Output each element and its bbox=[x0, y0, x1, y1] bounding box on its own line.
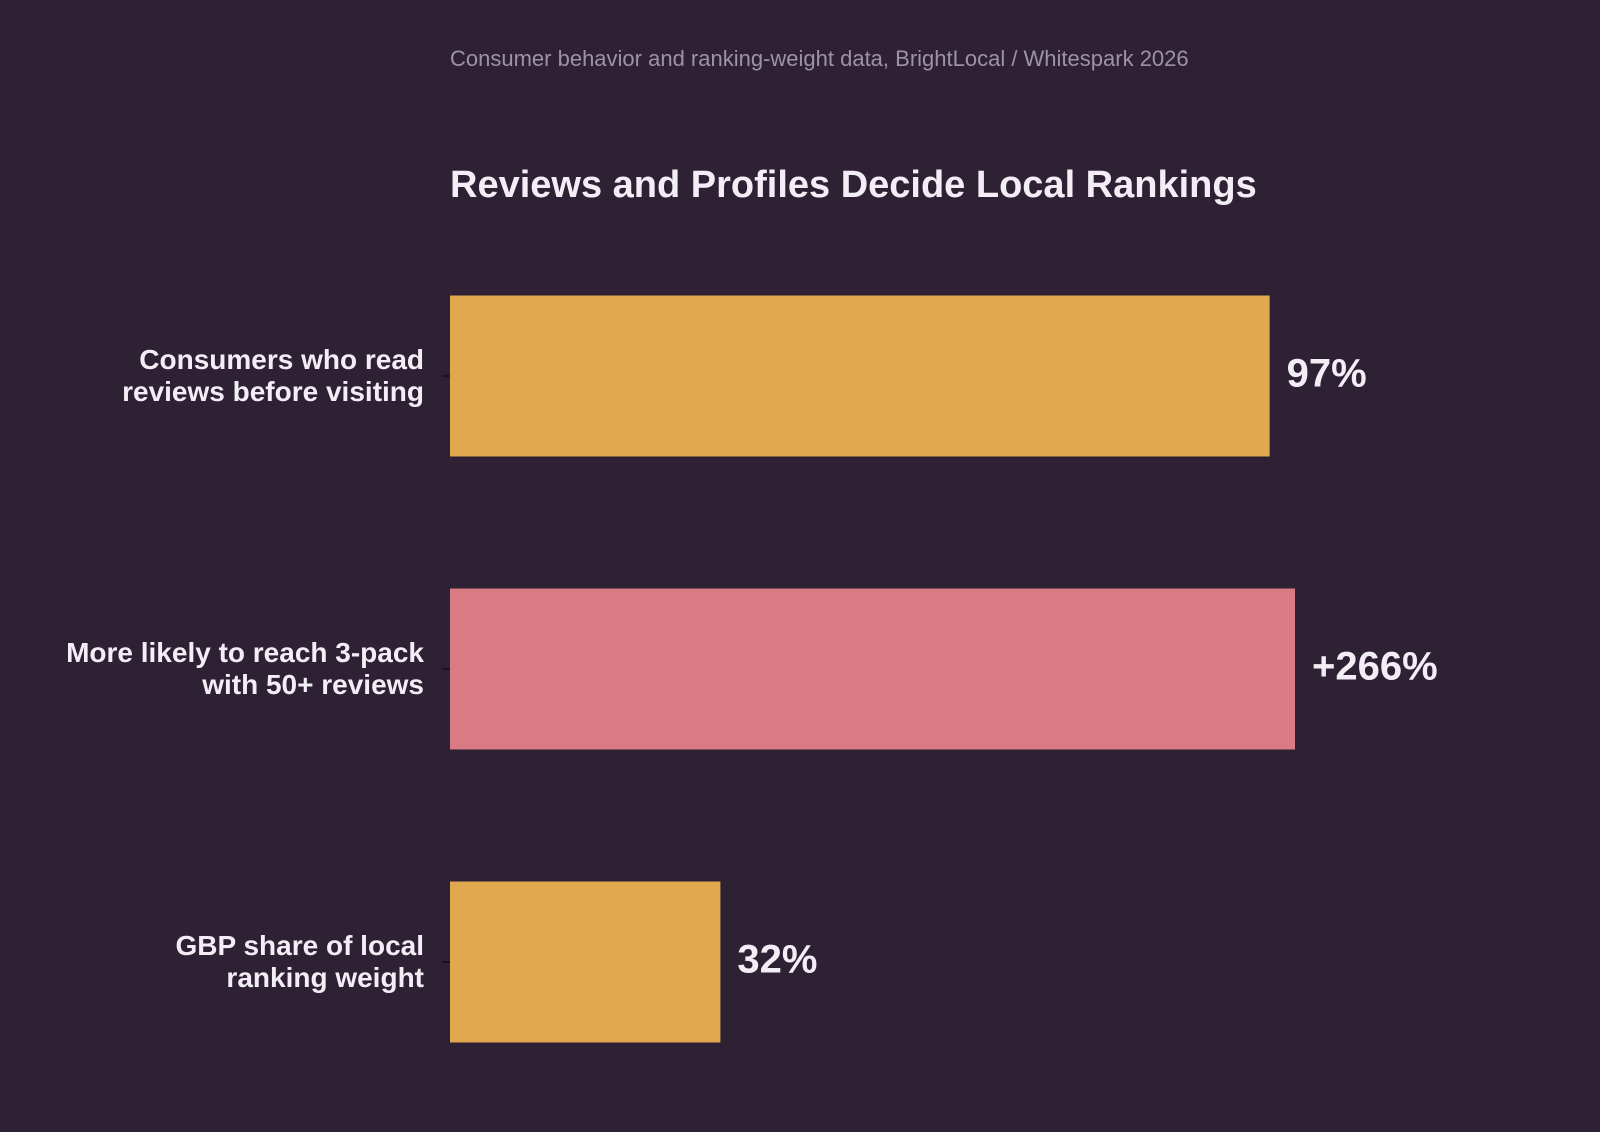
category-label: Consumers who read reviews before visiti… bbox=[122, 344, 424, 407]
value-label: 97% bbox=[1287, 352, 1367, 396]
bar bbox=[450, 588, 1295, 750]
category-label: More likely to reach 3-pack with 50+ rev… bbox=[66, 637, 424, 700]
bar bbox=[450, 295, 1270, 457]
category-label: GBP share of local ranking weight bbox=[175, 930, 424, 993]
bar bbox=[450, 881, 721, 1043]
chart-title: Reviews and Profiles Decide Local Rankin… bbox=[450, 164, 1257, 206]
value-label: 32% bbox=[737, 938, 817, 982]
chart-subtitle: Consumer behavior and ranking-weight dat… bbox=[450, 46, 1189, 71]
value-label: +266% bbox=[1312, 645, 1438, 689]
